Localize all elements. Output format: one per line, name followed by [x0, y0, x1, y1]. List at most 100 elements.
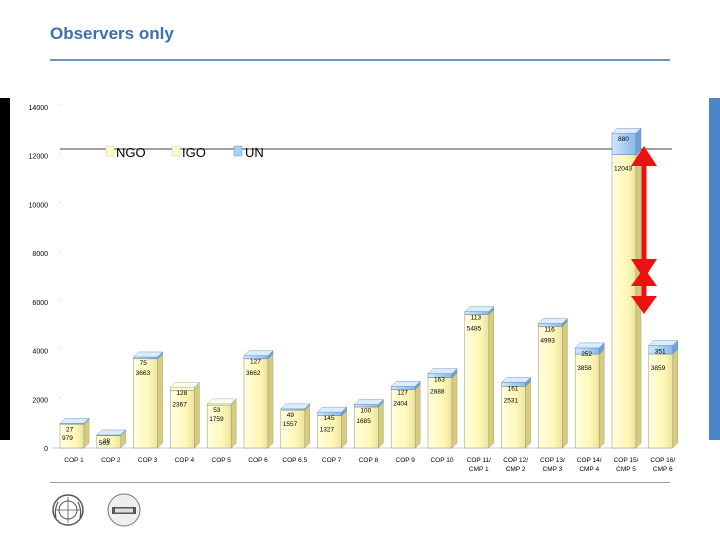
x-tick-label: CMP 4: [579, 466, 599, 473]
bar-ngo-side: [525, 380, 531, 449]
value-label-ngo: 1685: [356, 418, 371, 425]
arrow-upper-head-top: [631, 146, 657, 166]
legend-swatch-ngo: [105, 145, 115, 157]
value-label-ngo: 3663: [136, 370, 151, 377]
x-tick-label: COP 5: [212, 457, 232, 464]
value-label-top: 27: [66, 426, 74, 433]
y-tick-label: 8000: [32, 251, 48, 258]
value-label-ngo: 1327: [320, 427, 335, 434]
bar-ngo-side: [488, 308, 494, 449]
value-label-top: 127: [250, 359, 261, 366]
y-tick-label: 4000: [32, 349, 48, 356]
bar-ngo: [501, 386, 526, 449]
x-tick-label: COP 16/: [650, 457, 675, 464]
x-tick-label: CMP 1: [469, 466, 489, 473]
bar-ngo-side: [230, 399, 237, 449]
x-tick-label: CMP 5: [616, 466, 636, 473]
value-label-ngo: 12043: [614, 166, 632, 173]
value-label-top: 163: [434, 377, 445, 384]
bar-ngo-side: [599, 348, 605, 449]
x-tick-label: COP 14/: [577, 457, 602, 464]
bar-ngo-side: [378, 401, 384, 449]
bar-un-top: [243, 350, 274, 356]
bar-un-top: [390, 381, 421, 387]
legend-swatch-igo: [171, 145, 181, 157]
x-tick-label: COP 2: [101, 457, 121, 464]
legend-label-ngo: NGO: [116, 145, 146, 160]
value-label-top: 100: [360, 408, 371, 415]
value-label-top: 75: [140, 360, 148, 367]
arrow-lower-head-top: [631, 268, 657, 286]
bar-un-top: [280, 403, 311, 410]
x-tick-label: COP 8: [359, 457, 379, 464]
value-label-top: 49: [287, 412, 295, 419]
value-label-top: 252: [581, 351, 592, 358]
value-label-top: 128: [176, 390, 187, 397]
bar-igo-top: [169, 382, 200, 388]
footer-rule: [50, 482, 670, 483]
x-tick-label: COP 6.5: [282, 457, 307, 464]
x-tick-label: COP 4: [175, 457, 195, 464]
x-tick-label: COP 12/: [503, 457, 528, 464]
value-label-top: 351: [655, 348, 666, 355]
slide-title: Observers only: [50, 24, 174, 43]
bar-ngo: [538, 326, 563, 449]
bar-ngo: [427, 377, 453, 449]
unfccc-logo-icon: [107, 493, 141, 527]
x-tick-label: CMP 6: [653, 466, 673, 473]
bar-ngo: [206, 404, 232, 449]
arrow-lower-head-bottom: [631, 296, 657, 314]
bar-un-top: [59, 418, 90, 424]
bar-un-top: [317, 406, 348, 413]
bar-un-top: [611, 128, 642, 134]
legend: NGO IGO UN: [105, 145, 264, 160]
y-tick-label: 0: [44, 446, 48, 453]
bar-un-top: [96, 429, 127, 436]
legend-swatch-un: [233, 145, 243, 157]
bar-ngo-side: [562, 320, 568, 449]
y-tick-label: 2000: [32, 397, 48, 404]
bar-igo-top: [206, 398, 237, 405]
x-tick-label: COP 11/: [467, 457, 492, 464]
bar-un-top: [501, 377, 532, 383]
bar-ngo: [133, 358, 158, 449]
bar-un-top: [648, 340, 679, 346]
annotation-arrows: [631, 146, 657, 314]
value-label-top: 161: [508, 385, 519, 392]
bar-ngo: [354, 406, 379, 449]
bar-ngo-side: [157, 353, 163, 449]
value-label-ngo: 1557: [283, 421, 298, 428]
bar-ngo: [611, 154, 637, 449]
x-tick-label: CMP 2: [506, 466, 526, 473]
right-accent-bar: [709, 98, 720, 440]
bar-ngo-side: [194, 384, 200, 449]
value-label-top: 880: [618, 136, 629, 143]
bar-ngo-side: [672, 348, 678, 449]
x-tick-label: COP 7: [322, 457, 342, 464]
y-tick-label: 14000: [29, 105, 49, 112]
value-label-ngo: 5485: [467, 325, 482, 332]
value-label-ngo: 1759: [209, 416, 224, 423]
y-tick-label: 12000: [29, 154, 49, 161]
value-label-top: 127: [397, 389, 408, 396]
value-label-ngo: 4993: [540, 337, 555, 344]
bar-un: [133, 356, 158, 360]
title-rule: [50, 59, 670, 61]
bar-ngo-side: [267, 353, 274, 449]
value-label-top: 145: [324, 415, 335, 422]
value-label-ngo: 2367: [172, 401, 187, 408]
value-label-ngo: 3858: [577, 365, 592, 372]
bar-ngo-side: [341, 410, 347, 449]
bar-ngo-side: [451, 372, 458, 449]
value-label-ngo: 2888: [430, 389, 445, 396]
value-label-ngo: 2531: [504, 397, 519, 404]
bar-ngo: [464, 314, 490, 449]
bar-un-top: [464, 306, 495, 312]
bar-ngo: [390, 389, 416, 449]
value-label-ngo: 503: [99, 440, 110, 447]
bar-ngo-side: [304, 404, 310, 449]
y-tick-label: 10000: [29, 202, 49, 209]
value-label-top: 113: [471, 315, 482, 322]
